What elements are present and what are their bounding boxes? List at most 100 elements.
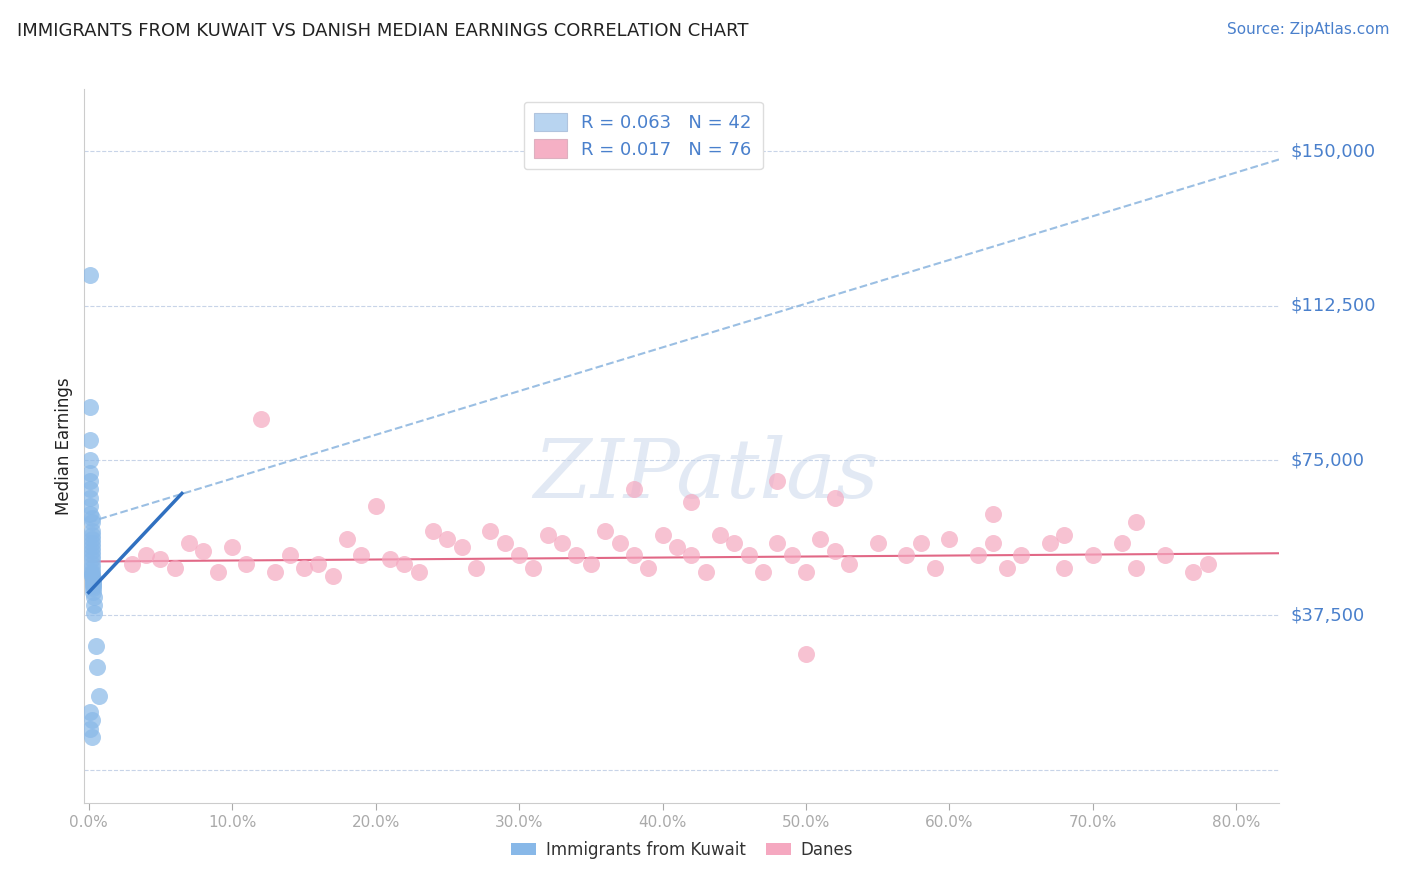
Point (623, 549, 645, 563)
Point (866, 536, 889, 550)
Point (80, 511, 103, 525)
Point (651, 527, 673, 541)
Point (737, 549, 759, 563)
Point (250, 412, 273, 426)
Point (924, 560, 946, 574)
Point (292, 560, 315, 574)
Point (938, 532, 960, 546)
Point (681, 494, 703, 508)
Text: IMMIGRANTS FROM KUWAIT VS DANISH MEDIAN EARNINGS CORRELATION CHART: IMMIGRANTS FROM KUWAIT VS DANISH MEDIAN … (17, 22, 748, 40)
Point (80, 565, 103, 579)
Point (579, 557, 602, 571)
Point (80, 516, 103, 530)
Point (1081, 549, 1104, 563)
Point (537, 527, 560, 541)
Point (780, 549, 803, 563)
Point (981, 507, 1004, 521)
Point (264, 565, 287, 579)
Point (436, 532, 458, 546)
Point (522, 560, 544, 574)
Point (378, 552, 401, 566)
Point (494, 536, 516, 550)
Point (824, 544, 846, 558)
Point (80, 549, 103, 563)
Point (235, 557, 257, 571)
Point (80, 714, 103, 728)
Text: $75,000: $75,000 (1291, 451, 1365, 469)
Point (83, 590, 105, 604)
Point (709, 527, 731, 541)
Point (149, 552, 172, 566)
Point (80, 544, 103, 558)
Point (1039, 536, 1062, 550)
Point (163, 560, 186, 574)
Point (87, 689, 110, 703)
Point (910, 536, 932, 550)
Point (79, 483, 101, 497)
Point (681, 549, 703, 563)
Point (723, 536, 745, 550)
Point (623, 483, 645, 497)
Point (80, 730, 103, 744)
Point (637, 560, 659, 574)
Text: $150,000: $150,000 (1291, 142, 1375, 160)
Point (193, 544, 215, 558)
Point (565, 549, 588, 563)
Point (82, 579, 104, 593)
Point (967, 549, 990, 563)
Text: $112,500: $112,500 (1291, 297, 1376, 315)
Point (307, 557, 329, 571)
Point (364, 499, 387, 513)
Point (80, 524, 103, 538)
Point (465, 560, 488, 574)
Point (1010, 549, 1032, 563)
Point (695, 565, 717, 579)
Point (80, 557, 103, 571)
Legend: Immigrants from Kuwait, Danes: Immigrants from Kuwait, Danes (505, 835, 859, 866)
Point (808, 532, 831, 546)
Point (1053, 560, 1076, 574)
Point (1111, 536, 1133, 550)
Point (79, 453, 101, 467)
Point (824, 491, 846, 505)
Point (609, 536, 631, 550)
Point (995, 560, 1018, 574)
Point (86, 659, 108, 673)
Point (82, 571, 104, 585)
Point (1182, 565, 1205, 579)
Point (1197, 557, 1219, 571)
Point (79, 268, 101, 282)
Point (593, 524, 616, 538)
Point (838, 557, 860, 571)
Point (221, 540, 243, 554)
Point (82, 573, 104, 587)
Point (752, 565, 775, 579)
Point (394, 557, 416, 571)
Point (336, 532, 359, 546)
Point (508, 549, 530, 563)
Point (79, 433, 101, 447)
Point (84, 639, 107, 653)
Point (766, 474, 789, 488)
Point (1125, 516, 1147, 530)
Point (79, 507, 101, 521)
Point (79, 722, 101, 736)
Point (981, 536, 1004, 550)
Point (322, 569, 344, 583)
Text: ZIPatlas: ZIPatlas (533, 434, 879, 515)
Point (79, 499, 101, 513)
Point (278, 549, 301, 563)
Point (80, 566, 103, 581)
Point (80, 540, 103, 554)
Point (79, 400, 101, 414)
Point (82, 585, 104, 599)
Point (1153, 549, 1175, 563)
Point (83, 598, 105, 612)
Point (79, 705, 101, 719)
Point (408, 565, 430, 579)
Text: Source: ZipAtlas.com: Source: ZipAtlas.com (1226, 22, 1389, 37)
Point (80, 532, 103, 546)
Point (207, 565, 229, 579)
Point (794, 648, 817, 662)
Point (83, 606, 105, 620)
